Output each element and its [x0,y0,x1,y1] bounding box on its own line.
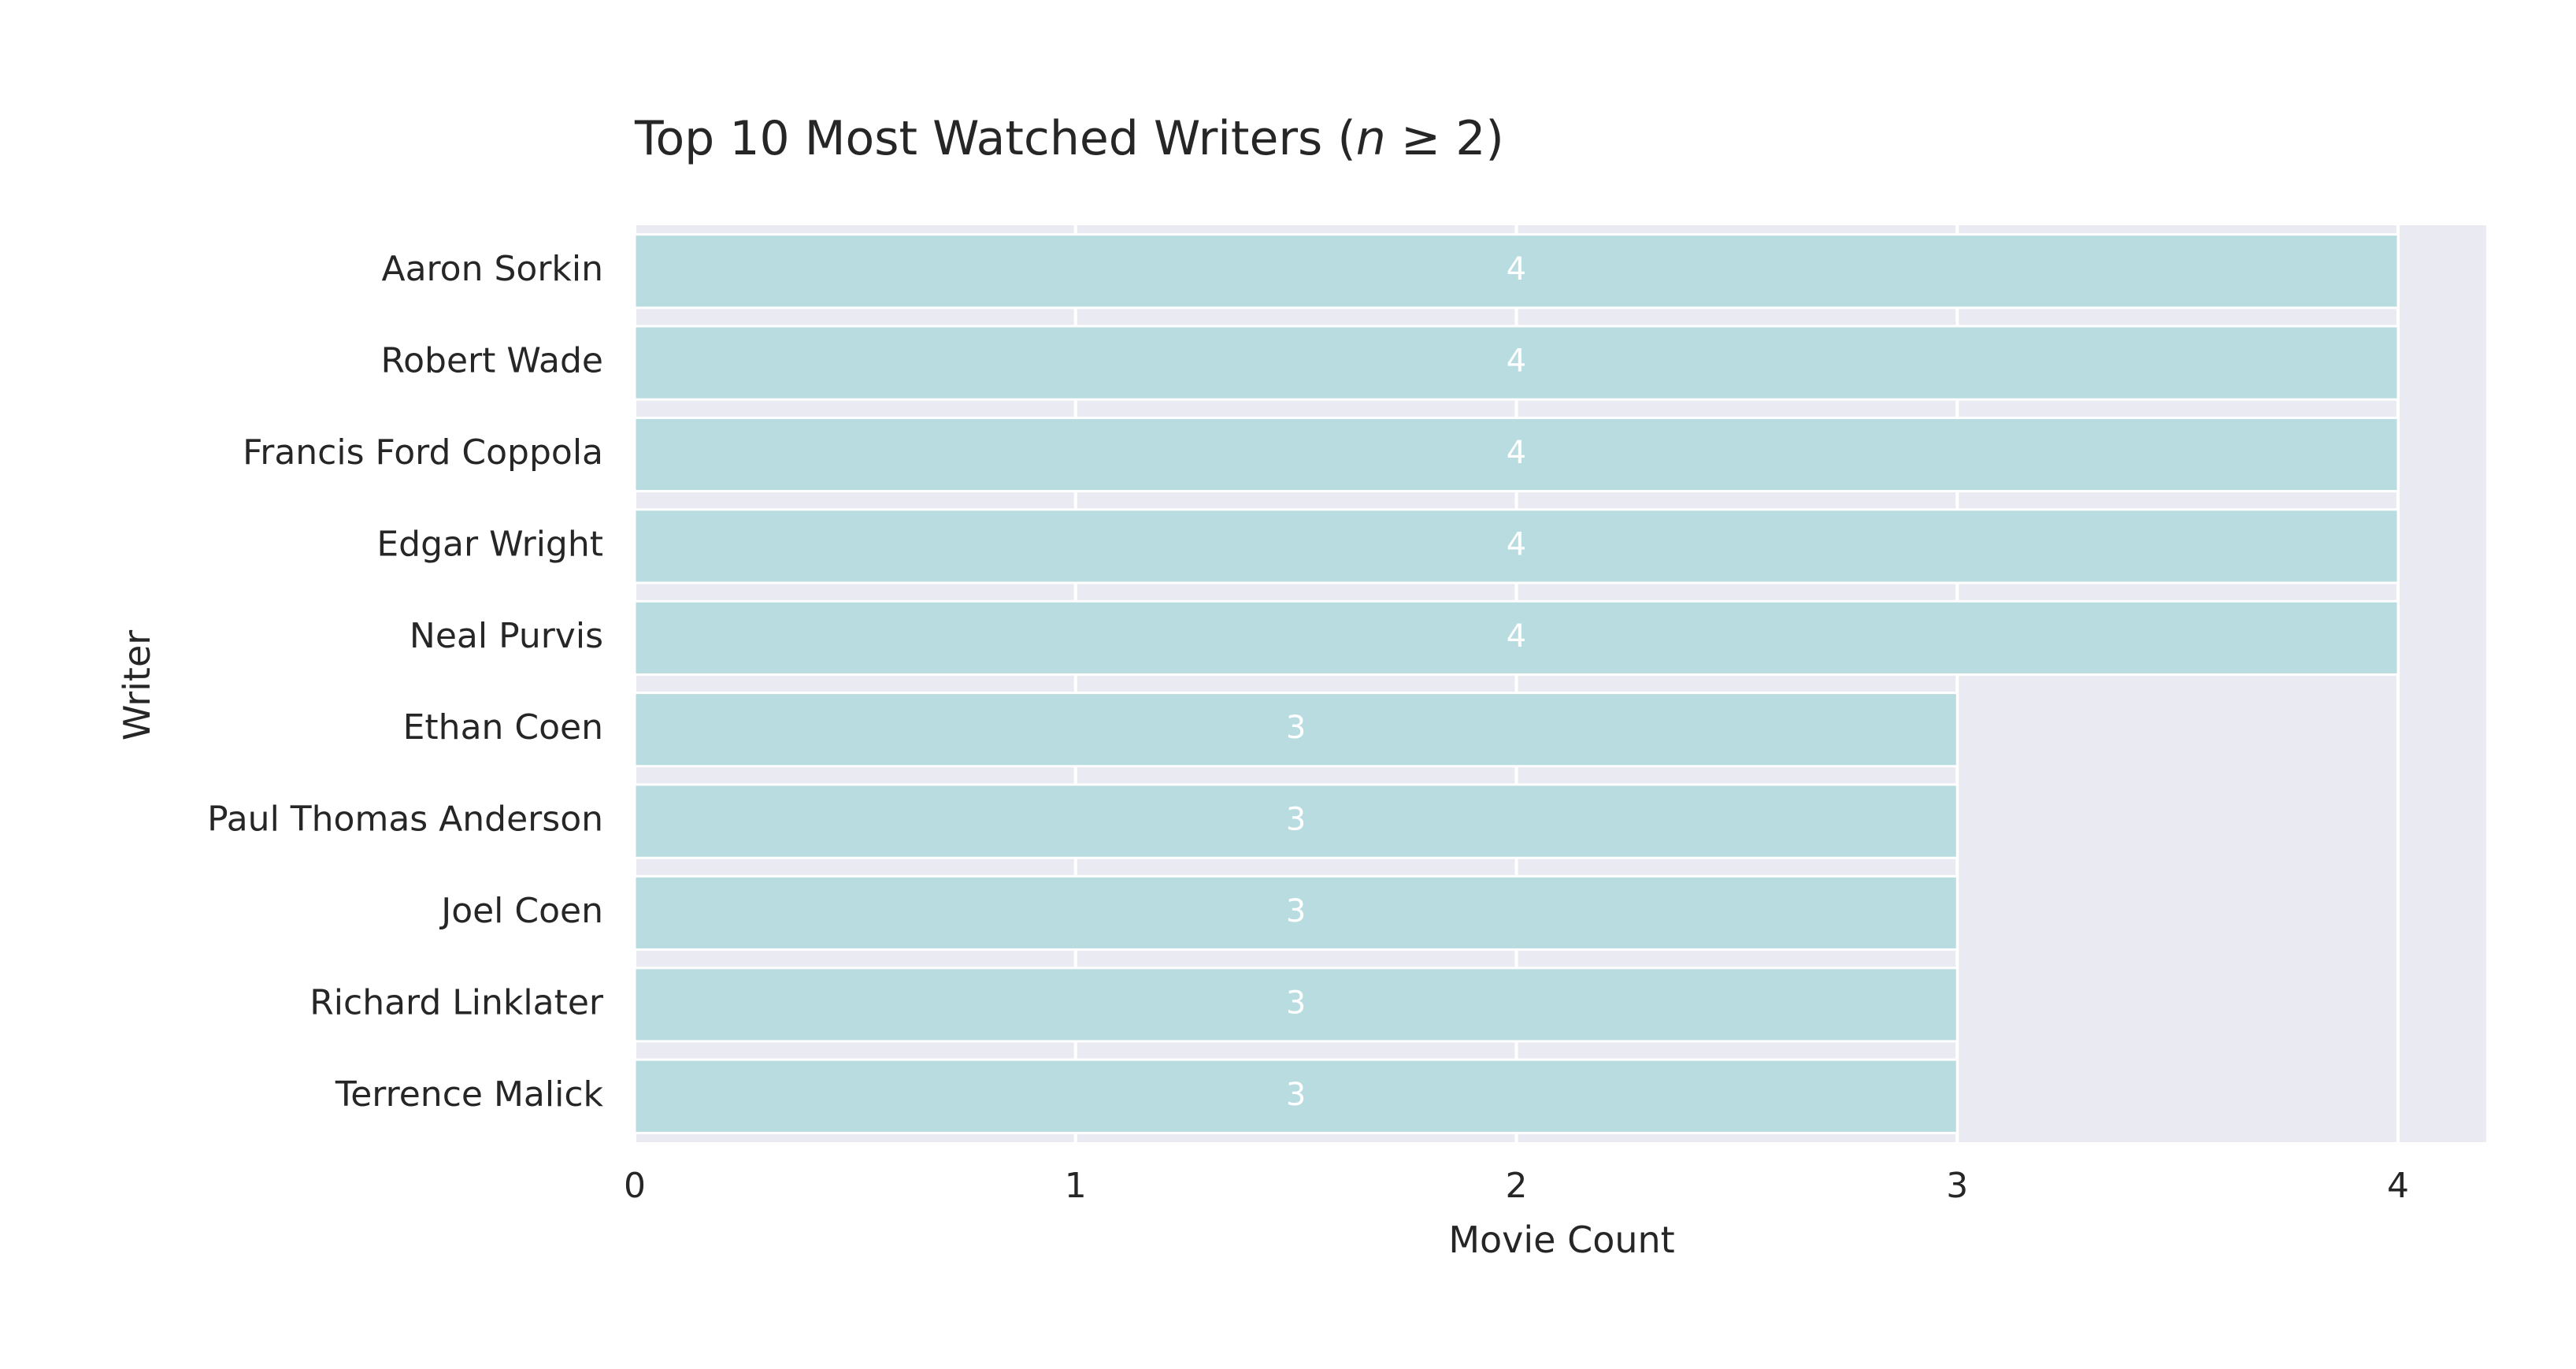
y-tick-label: Robert Wade [381,341,604,381]
bar [633,599,2400,676]
bar [633,325,2400,401]
y-tick-label: Joel Coen [439,891,603,931]
y-axis-label: Writer [116,630,158,740]
x-axis-label: Movie Count [1448,1219,1674,1261]
y-tick-label: Edgar Wright [376,524,603,564]
bar-value-label: 3 [1286,893,1306,929]
bar-value-label: 3 [1286,802,1306,838]
bar [633,692,1959,768]
x-tick-label: 3 [1946,1166,1968,1206]
y-tick-label: Terrence Malick [335,1074,604,1115]
bar [633,966,1959,1043]
bar-value-label: 4 [1507,251,1526,288]
y-tick-label: Neal Purvis [410,616,603,656]
bar-labels: 4 4 4 4 4 3 3 3 3 3 [1286,251,1526,1113]
chart-title: Top 10 Most Watched Writers (n ≥ 2) [634,111,1504,166]
y-tick-label: Ethan Coen [403,707,603,748]
x-tick-label: 1 [1065,1166,1087,1206]
y-tick-labels: Aaron Sorkin Robert Wade Francis Ford Copp… [207,249,604,1115]
bar-value-label: 3 [1286,710,1306,746]
bar [633,508,2400,584]
bar-value-label: 3 [1286,985,1306,1021]
y-tick-label: Richard Linklater [309,982,604,1022]
bar-value-label: 4 [1507,526,1526,562]
bar-value-label: 3 [1286,1077,1306,1113]
x-tick-label: 4 [2387,1166,2409,1206]
bar [633,233,2400,310]
y-tick-label: Aaron Sorkin [381,249,603,289]
bar [633,1058,1959,1134]
bar-value-label: 4 [1507,435,1526,471]
bar-value-label: 4 [1507,618,1526,655]
x-tick-label: 0 [624,1166,646,1206]
y-tick-label: Paul Thomas Anderson [207,800,603,840]
bar [633,874,1959,952]
bar [633,783,1959,859]
x-tick-label: 2 [1506,1166,1528,1206]
bar [633,416,2400,493]
bars [633,233,2400,1134]
x-tick-labels: 0 1 2 3 4 [624,1166,2409,1206]
bar-value-label: 4 [1507,343,1526,380]
y-tick-label: Francis Ford Coppola [243,432,603,473]
